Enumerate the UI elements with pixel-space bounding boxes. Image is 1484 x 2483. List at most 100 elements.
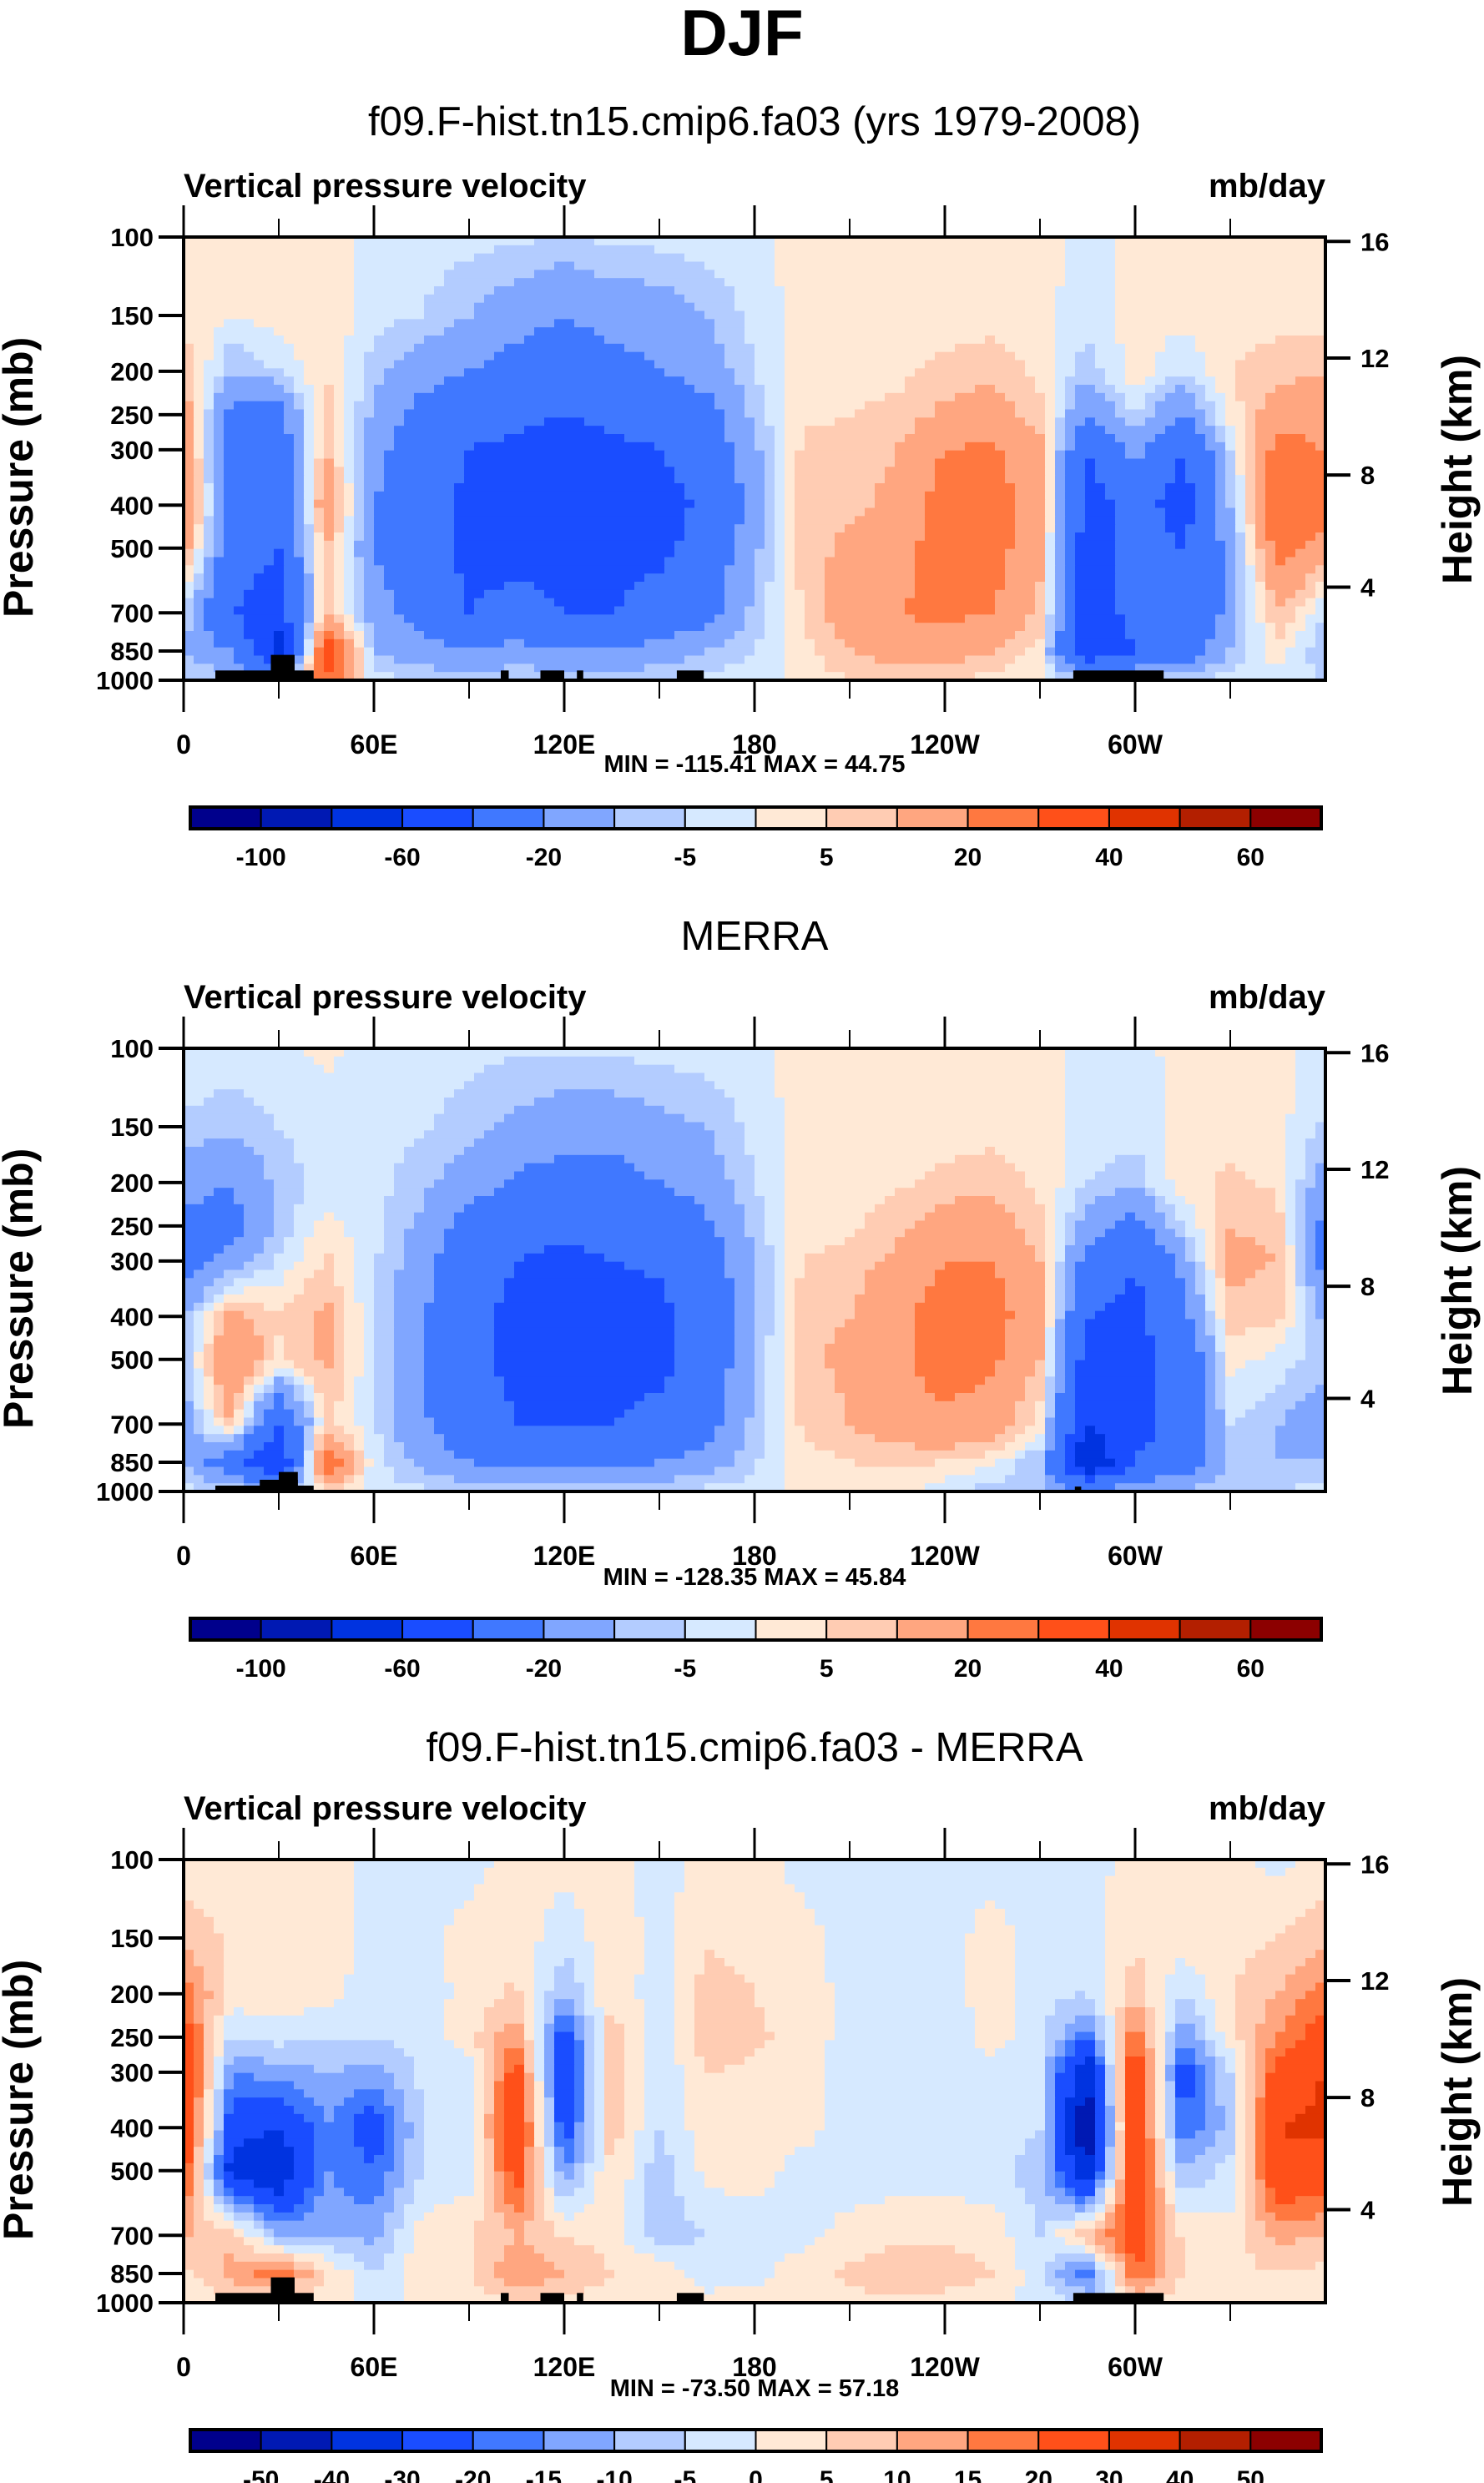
contour-cell: [745, 1220, 765, 1229]
contour-cell: [1205, 1245, 1216, 1254]
contour-cell: [384, 2130, 395, 2139]
contour-cell: [624, 598, 725, 608]
contour-cell: [244, 1261, 275, 1271]
contour-cell: [394, 1393, 425, 1402]
contour-cell: [925, 1212, 1016, 1222]
contour-cell: [184, 2147, 194, 2156]
contour-cell: [254, 1385, 265, 1394]
contour-cell: [1235, 2081, 1246, 2090]
contour-cell: [444, 1098, 535, 1107]
contour-cell: [1045, 2228, 1056, 2238]
contour-cell: [404, 2163, 425, 2173]
contour-cell: [224, 491, 295, 501]
contour-cell: [504, 2196, 525, 2205]
contour-cell: [1295, 2040, 1326, 2049]
terrain-mask: [1073, 2293, 1164, 2303]
contour-cell: [1005, 1344, 1046, 1353]
contour-cell: [1065, 540, 1076, 550]
contour-cell: [394, 442, 475, 452]
contour-cell: [394, 1376, 425, 1385]
contour-cell: [755, 368, 785, 377]
contour-cell: [454, 540, 675, 550]
contour-cell: [1315, 532, 1326, 542]
contour-cell: [1115, 2007, 1126, 2016]
contour-cell: [905, 385, 976, 394]
contour-cell: [304, 1196, 385, 1205]
contour-cell: [554, 2023, 575, 2033]
colorbar-label: 20: [954, 1655, 982, 1683]
contour-cell: [1045, 2072, 1056, 2082]
colorbar-label: 50: [1237, 2466, 1264, 2483]
contour-cell: [204, 2081, 215, 2090]
contour-cell: [714, 1138, 745, 1148]
contour-cell: [294, 499, 305, 509]
contour-cell: [484, 2106, 495, 2115]
contour-cell: [785, 1442, 815, 1451]
contour-cell: [624, 2122, 645, 2132]
contour-cell: [344, 467, 355, 476]
contour-cell: [795, 1286, 866, 1295]
contour-cell: [444, 1442, 705, 1451]
contour-cell: [1225, 540, 1236, 550]
contour-cell: [544, 2196, 555, 2205]
contour-cell: [584, 2081, 595, 2090]
contour-cell: [224, 2138, 245, 2147]
contour-cell: [524, 426, 605, 435]
contour-cell: [835, 1450, 986, 1460]
contour-cell: [644, 278, 725, 287]
contour-cell: [1255, 532, 1266, 542]
contour-cell: [785, 310, 1056, 320]
contour-cell: [1215, 1294, 1226, 1304]
contour-cell: [354, 2130, 385, 2139]
contour-cell: [394, 2245, 415, 2254]
contour-cell: [194, 1269, 225, 1279]
contour-cell: [554, 2031, 575, 2041]
contour-cell: [204, 442, 215, 452]
contour-cell: [214, 2113, 225, 2123]
contour-cell: [785, 302, 1056, 312]
contour-cell: [554, 1154, 625, 1164]
contour-cell: [1045, 1278, 1056, 1287]
contour-cell: [384, 368, 465, 377]
contour-cell: [394, 1302, 425, 1312]
contour-cell: [324, 491, 335, 501]
contour-cell: [404, 409, 725, 418]
contour-cell: [184, 2057, 194, 2066]
contour-cell: [1165, 2220, 1176, 2230]
contour-cell: [494, 2196, 505, 2205]
contour-cell: [314, 623, 325, 632]
contour-cell: [584, 1909, 635, 1918]
contour-cell: [775, 2269, 835, 2279]
contour-cell: [374, 516, 455, 525]
contour-cell: [1045, 409, 1056, 418]
contour-cell: [304, 664, 315, 673]
contour-cell: [544, 2089, 555, 2098]
contour-cell: [875, 1261, 946, 1271]
contour-cell: [354, 401, 375, 411]
contour-cell: [214, 475, 225, 484]
contour-cell: [494, 1860, 635, 1869]
contour-cell: [745, 1147, 785, 1156]
contour-cell: [1195, 343, 1256, 353]
contour-cell: [714, 392, 745, 402]
contour-cell: [1015, 1933, 1106, 1942]
contour-cell: [194, 548, 204, 558]
contour-cell: [374, 1458, 385, 1468]
contour-cell: [1215, 426, 1226, 435]
contour-cell: [254, 319, 355, 328]
contour-cell: [244, 343, 295, 353]
contour-cell: [384, 1220, 415, 1229]
contour-cell: [324, 548, 335, 558]
contour-cell: [1045, 598, 1056, 608]
contour-cell: [724, 589, 755, 599]
contour-cell: [564, 606, 615, 615]
contour-cell: [504, 2138, 525, 2147]
contour-cell: [444, 1163, 525, 1173]
contour-cell: [244, 598, 285, 608]
contour-cell: [364, 532, 375, 542]
contour-cell: [765, 392, 785, 402]
contour-cell: [314, 450, 325, 460]
contour-cell: [1145, 2163, 1156, 2173]
contour-cell: [484, 2163, 495, 2173]
contour-cell: [1225, 565, 1236, 574]
